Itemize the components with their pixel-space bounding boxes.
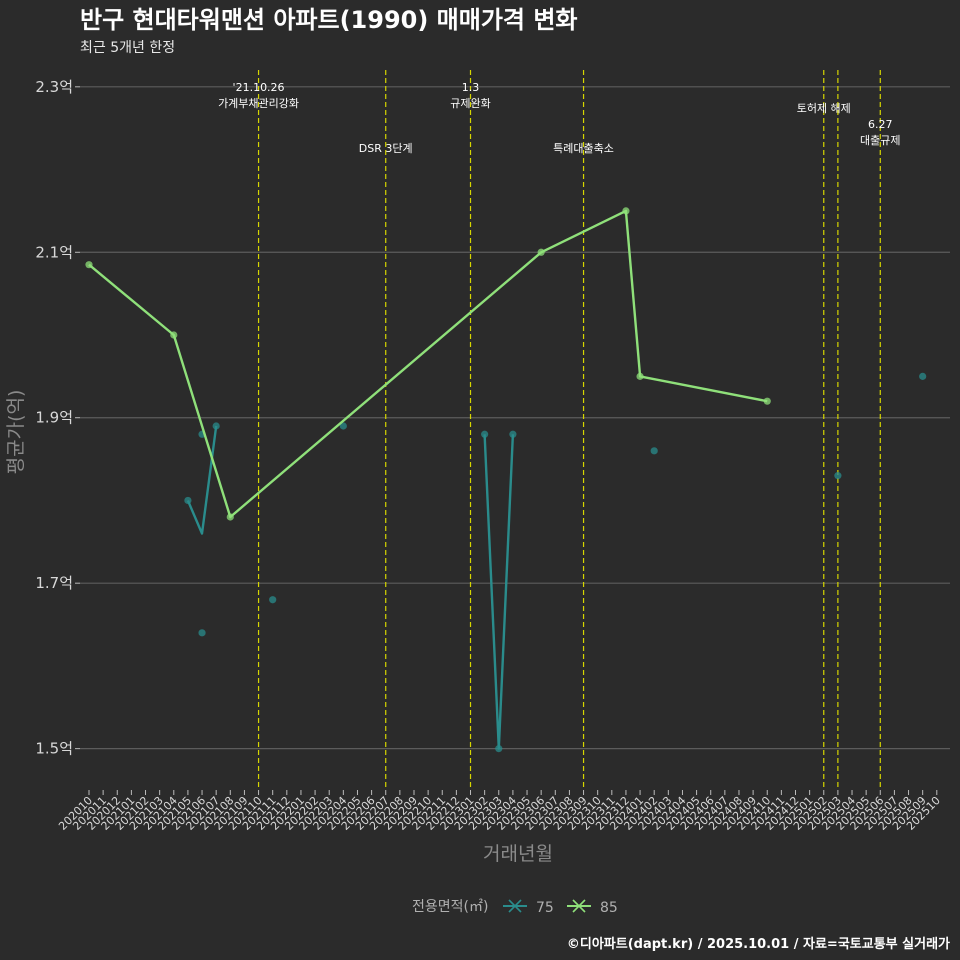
gridlines [80,86,950,750]
policy-annotation-label: 특례대출축소 [553,142,614,155]
data-point [226,513,234,521]
data-point [198,629,206,637]
series-85 [85,207,771,521]
policy-lines [257,70,881,790]
footer-credit: ©디아파트(dapt.kr) / 2025.10.01 / 자료=국토교통부 실… [567,936,950,952]
policy-annotation-label: 6.27 [868,118,893,131]
data-point [763,397,771,405]
chart-title: 반구 현대타워맨션 아파트(1990) 매매가격 변화 [80,6,578,34]
x-axis-ticks: 2020102020112020122021012021022021032021… [56,790,943,833]
data-point [495,745,503,753]
series [85,207,927,753]
x-axis-title: 거래년월 [483,843,553,865]
y-tick-label: 1.7억 [35,574,73,592]
data-point [919,372,927,380]
legend-key-mark [572,899,586,913]
policy-annotation-label: 토허제 해제 [797,101,851,115]
data-point [509,430,517,438]
policy-annotation-label: '21.10.26 [233,81,285,94]
legend: 전용면적(㎡) 75 85 [412,899,618,916]
data-point [184,496,192,505]
data-point [636,372,644,380]
series-line [186,425,218,535]
policy-annotation-label: 가계부채관리강화 [218,97,299,110]
chart-subtitle: 최근 5개년 한정 [80,40,175,56]
data-point [622,207,630,215]
data-point [834,472,842,480]
data-point [339,422,347,430]
data-point [650,447,658,455]
data-point [85,261,93,269]
y-tick-label: 2.1억 [35,243,73,261]
series-75 [184,372,927,753]
y-tick-label: 2.3억 [35,78,73,96]
policy-annotation-label: 규제완화 [450,97,490,110]
data-point [212,422,220,430]
series-line [88,209,768,519]
legend-title: 전용면적(㎡) [412,899,488,915]
policy-annotation-label: DSR 3단계 [359,142,413,155]
series-line [483,434,515,750]
legend-key-mark [508,899,522,913]
policy-annotation-label: 대출규제 [860,134,900,147]
data-point [537,248,545,256]
y-axis-title: 평균가(억) [5,390,27,475]
y-tick-label: 1.5억 [35,740,73,758]
policy-annotation-label: 1.3 [462,81,480,94]
data-point [269,596,277,604]
legend-label: 85 [600,900,618,916]
y-axis-ticks: 1.5억 1.7억 1.9억 2.1억 2.3억 [35,78,80,758]
legend-label: 75 [536,900,554,916]
y-tick-label: 1.9억 [35,409,73,427]
data-point [170,331,178,339]
data-point [481,430,489,438]
